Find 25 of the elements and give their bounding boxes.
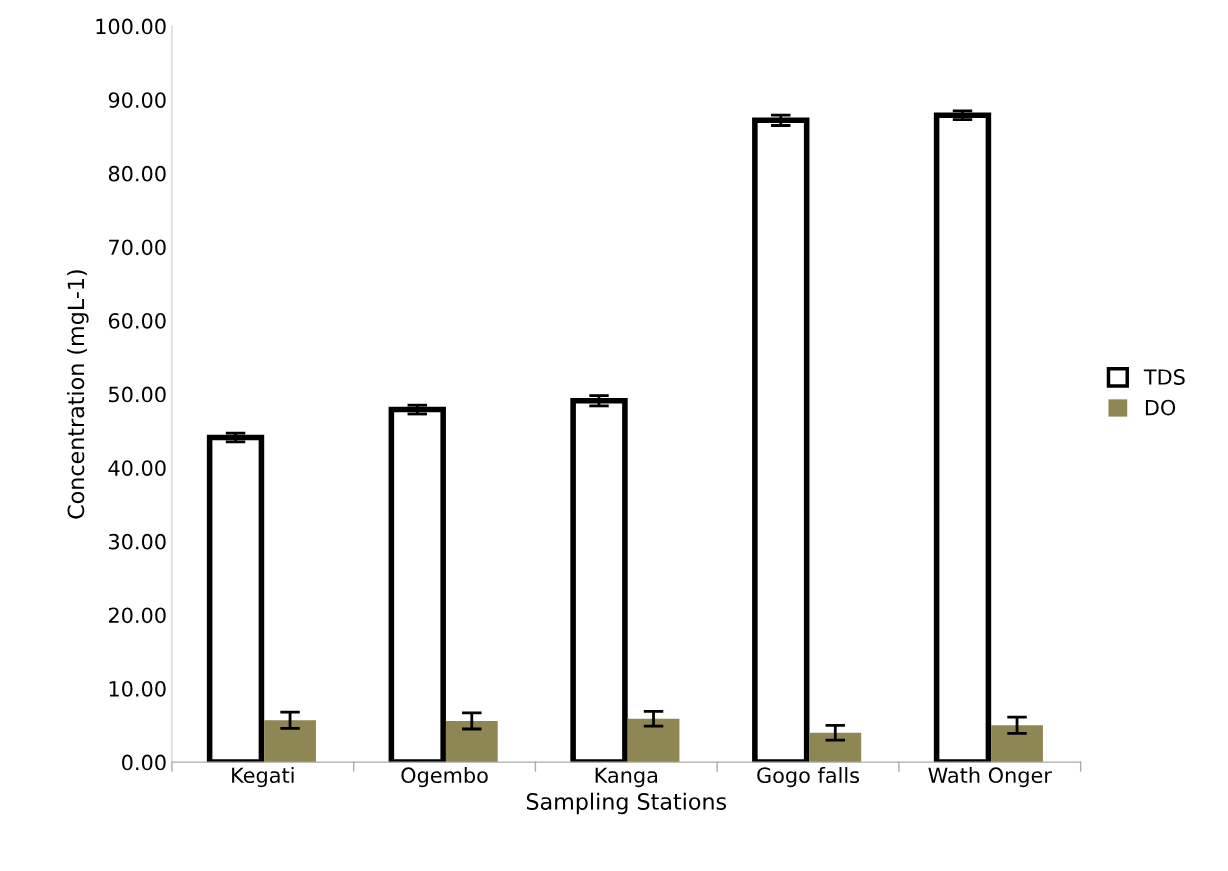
x-axis-title: Sampling Stations: [526, 792, 727, 815]
y-axis-title: Concentration (mgL-1): [67, 270, 89, 519]
x-tick-label: Wath Onger: [928, 766, 1052, 788]
y-tick-label: 80.00: [108, 165, 166, 182]
legend-label: TDS: [1143, 369, 1185, 385]
bar: [627, 718, 680, 763]
y-tick-label: 100.00: [96, 18, 166, 35]
x-tick-label: Ogembo: [401, 766, 488, 788]
y-tick-label: 10.00: [109, 680, 166, 697]
y-tick-label: 70.00: [109, 239, 166, 256]
y-tick-label: 20.00: [108, 607, 166, 624]
y-tick-label: 60.00: [108, 312, 166, 329]
x-tick-label: Kanga: [595, 767, 658, 788]
y-tick-label: 50.00: [109, 386, 166, 403]
x-tick-label: Kegati: [232, 766, 294, 788]
y-tick-label: 90.00: [108, 92, 166, 108]
bar: [991, 725, 1043, 763]
bar: [445, 720, 498, 763]
legend-label: DO: [1145, 399, 1176, 416]
y-tick-label: 30.00: [109, 533, 166, 550]
y-tick-label: 0.00: [122, 754, 166, 771]
bar: [809, 732, 862, 763]
y-tick-label: 40.00: [108, 460, 166, 476]
bar: [264, 720, 316, 763]
x-tick-label: Gogo falls: [757, 766, 860, 788]
